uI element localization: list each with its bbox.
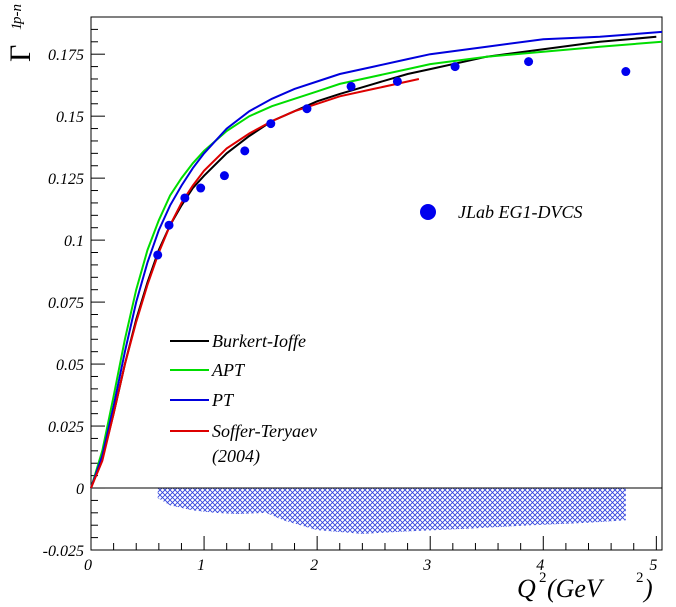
y-tick-label: 0.075 <box>48 295 84 312</box>
data-points <box>153 57 631 260</box>
data-point <box>346 81 356 91</box>
x-axis-label-close: ) <box>642 574 653 603</box>
legend-label: Soffer-Teryaev <box>212 421 317 441</box>
y-axis-label-sup: p-n <box>9 4 25 25</box>
y-axis-label-sub: 1 <box>9 23 25 31</box>
y-axis-label: Γ <box>4 45 37 62</box>
y-tick-label: 0.05 <box>56 357 84 374</box>
y-tick-label: 0.025 <box>48 419 84 436</box>
curve-burkert-ioffe <box>90 35 657 489</box>
x-tick-label: 4 <box>536 557 544 574</box>
legend-label: JLab EG1-DVCS <box>458 202 583 222</box>
data-point <box>621 67 631 77</box>
data-point <box>240 146 250 156</box>
data-point <box>392 76 402 86</box>
x-axis-label-sup: 2 <box>539 570 547 586</box>
systematic-band-layer <box>157 488 626 534</box>
data-point <box>302 104 312 114</box>
data-point <box>164 220 174 230</box>
curve-apt <box>90 40 663 489</box>
x-tick-label: 3 <box>422 557 431 574</box>
legend-label: APT <box>211 360 246 380</box>
x-tick-label: 0 <box>84 557 92 574</box>
y-tick-label: 0.15 <box>56 109 84 126</box>
y-tick-label: 0.125 <box>48 171 84 188</box>
data-point <box>153 250 163 260</box>
x-tick-label: 5 <box>649 557 657 574</box>
systematic-uncertainty-band <box>157 488 626 534</box>
legend: Burkert-Ioffe APT PT Soffer-Teryaev (2004) JL… <box>170 202 583 467</box>
data-point <box>266 119 276 129</box>
x-axis-label-unit: (GeV <box>547 574 605 603</box>
axis-labels: Γ1p-nQ 2 (GeV 2) <box>4 4 653 603</box>
curves <box>90 30 663 489</box>
y-tick-label: 0 <box>76 481 84 498</box>
data-point <box>524 57 534 67</box>
legend-label: (2004) <box>212 446 260 467</box>
x-tick-label: 1 <box>197 557 205 574</box>
data-point <box>196 183 206 193</box>
legend-point-marker <box>420 204 436 220</box>
data-point <box>219 171 229 181</box>
y-tick-label: 0.175 <box>48 47 84 64</box>
plot-frame <box>90 16 663 551</box>
data-point <box>450 62 460 72</box>
data-point <box>180 193 190 203</box>
x-tick-label: 2 <box>310 557 318 574</box>
x-axis-label: Q <box>517 574 536 603</box>
y-tick-label: -0.025 <box>43 543 84 560</box>
x-axis-label-unit-sup: 2 <box>636 570 644 586</box>
legend-label: PT <box>211 390 235 410</box>
curve-soffer-teryaev <box>90 78 420 489</box>
curve-pt <box>90 30 663 489</box>
y-tick-label: 0.1 <box>64 233 84 250</box>
legend-label: Burkert-Ioffe <box>212 331 306 351</box>
